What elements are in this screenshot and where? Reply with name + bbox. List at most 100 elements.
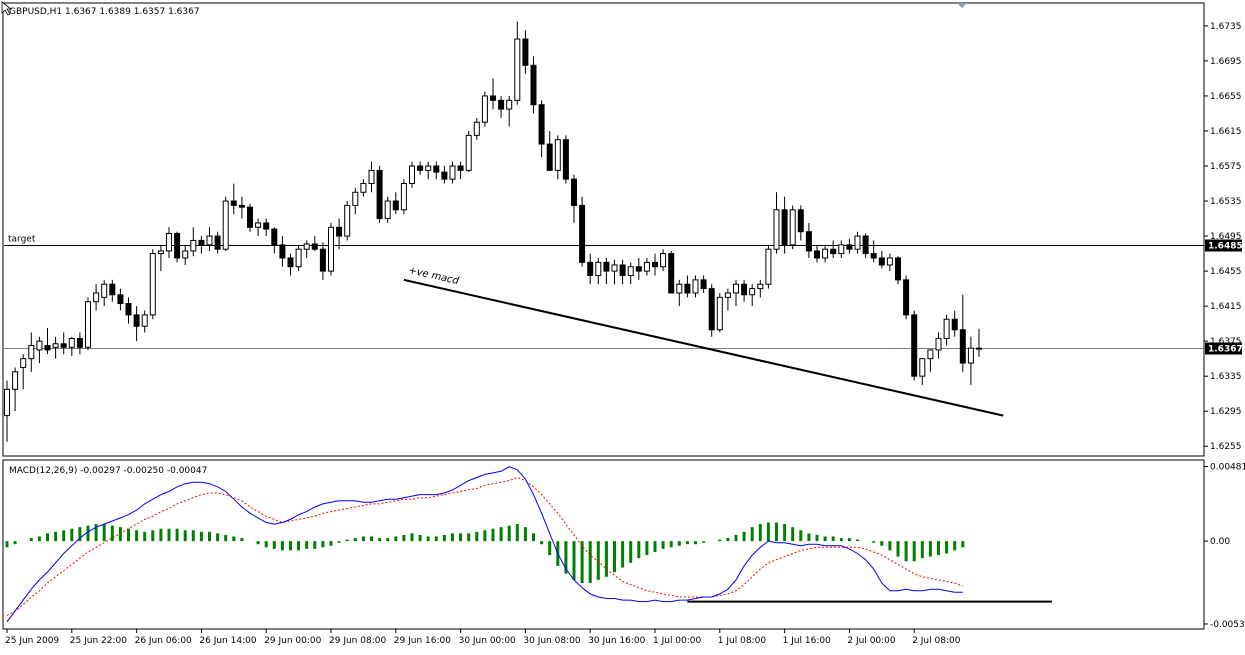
candle[interactable]: [198, 236, 205, 254]
candle[interactable]: [814, 244, 820, 263]
candle[interactable]: [287, 253, 294, 276]
candle[interactable]: [20, 354, 27, 390]
candle[interactable]: [376, 166, 383, 223]
candle[interactable]: [846, 238, 853, 254]
candle[interactable]: [976, 328, 982, 357]
candle[interactable]: [60, 332, 67, 355]
candle[interactable]: [85, 297, 91, 350]
candle[interactable]: [652, 253, 658, 276]
candle[interactable]: [514, 21, 521, 105]
candle[interactable]: [838, 240, 845, 258]
candle[interactable]: [789, 205, 796, 250]
candle[interactable]: [676, 279, 683, 307]
candle[interactable]: [344, 201, 351, 241]
triangle-down-icon[interactable]: [957, 3, 967, 8]
candle[interactable]: [490, 78, 496, 110]
candle[interactable]: [708, 284, 715, 337]
candle[interactable]: [182, 244, 189, 265]
candle[interactable]: [36, 336, 43, 364]
candle[interactable]: [230, 183, 237, 215]
candle[interactable]: [611, 259, 618, 285]
candle[interactable]: [587, 253, 594, 285]
candle[interactable]: [506, 95, 513, 127]
candle[interactable]: [368, 161, 375, 193]
candle[interactable]: [603, 257, 610, 285]
candle[interactable]: [93, 284, 100, 311]
candle[interactable]: [409, 161, 415, 188]
candle[interactable]: [247, 203, 253, 232]
candle[interactable]: [190, 227, 197, 257]
candle[interactable]: [684, 275, 691, 298]
candle[interactable]: [830, 240, 837, 258]
candle[interactable]: [279, 236, 286, 267]
candle[interactable]: [157, 244, 164, 272]
candle[interactable]: [311, 236, 318, 251]
candle[interactable]: [303, 240, 310, 258]
candle[interactable]: [692, 275, 699, 298]
support-trendline[interactable]: [403, 278, 1004, 417]
candle[interactable]: [457, 161, 464, 180]
candle[interactable]: [352, 187, 359, 215]
candle[interactable]: [546, 130, 553, 171]
candle[interactable]: [579, 196, 586, 267]
candle[interactable]: [878, 250, 885, 269]
candle[interactable]: [530, 56, 537, 114]
candle[interactable]: [797, 205, 804, 241]
candle[interactable]: [724, 288, 731, 311]
candle[interactable]: [125, 297, 132, 324]
candle[interactable]: [465, 130, 472, 173]
candle[interactable]: [133, 306, 140, 342]
candle[interactable]: [635, 257, 642, 280]
candle[interactable]: [336, 218, 343, 250]
candle[interactable]: [571, 174, 577, 223]
candle[interactable]: [238, 196, 245, 219]
candle[interactable]: [716, 292, 723, 333]
candle[interactable]: [805, 222, 812, 258]
candle[interactable]: [870, 240, 877, 263]
candle[interactable]: [749, 284, 756, 307]
candle[interactable]: [643, 257, 650, 276]
candle[interactable]: [935, 332, 942, 359]
candle[interactable]: [733, 279, 739, 307]
candle[interactable]: [911, 310, 918, 381]
candle[interactable]: [360, 179, 367, 197]
candle[interactable]: [222, 196, 229, 251]
candle[interactable]: [206, 227, 213, 251]
candle[interactable]: [449, 161, 456, 184]
candle[interactable]: [400, 179, 407, 215]
candle[interactable]: [854, 231, 861, 254]
candle[interactable]: [441, 166, 448, 184]
candle[interactable]: [554, 135, 561, 180]
candle[interactable]: [943, 314, 950, 346]
candle[interactable]: [741, 279, 748, 302]
candle[interactable]: [895, 256, 901, 285]
candle[interactable]: [627, 262, 634, 285]
candle[interactable]: [951, 310, 958, 337]
candle[interactable]: [392, 192, 399, 215]
candle[interactable]: [76, 332, 83, 355]
candle[interactable]: [141, 310, 148, 333]
candle[interactable]: [417, 161, 424, 175]
candle[interactable]: [28, 332, 35, 372]
candle[interactable]: [328, 222, 334, 276]
candle[interactable]: [319, 242, 326, 280]
candle[interactable]: [149, 249, 156, 320]
candle[interactable]: [862, 233, 869, 258]
candle[interactable]: [522, 30, 529, 75]
candle[interactable]: [967, 336, 974, 385]
candle[interactable]: [903, 275, 910, 320]
candle[interactable]: [425, 161, 432, 180]
candle[interactable]: [822, 244, 829, 263]
candle[interactable]: [959, 294, 966, 372]
candle[interactable]: [773, 192, 780, 254]
candle[interactable]: [174, 231, 181, 263]
candle[interactable]: [101, 279, 108, 307]
candle[interactable]: [271, 227, 278, 254]
candle[interactable]: [668, 250, 675, 294]
candle[interactable]: [927, 349, 934, 372]
candle[interactable]: [538, 100, 545, 158]
candle[interactable]: [255, 218, 262, 237]
candle[interactable]: [117, 288, 124, 311]
